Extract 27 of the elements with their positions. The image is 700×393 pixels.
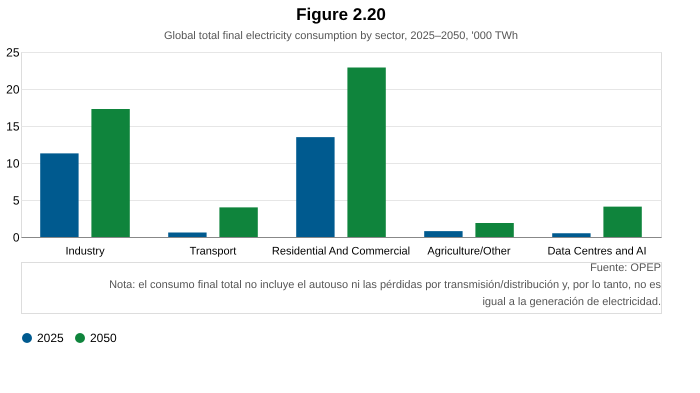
y-tick-label: 5 [12, 194, 20, 208]
bar [168, 232, 207, 237]
chart-subtitle: Global total final electricity consumption by sector, 2025–2050, '000 TWh [164, 30, 518, 42]
bar [296, 137, 335, 237]
bar [475, 222, 514, 237]
x-tick-label: Industry [65, 246, 106, 258]
x-tick-label: Transport [190, 246, 236, 258]
text: Nota: el consumo final total no incluye el autouso ni las pérdidas por transmisión/distribución y, por lo tanto, no es igual a la generación de electricidad. [109, 279, 662, 308]
x-tick-label: Agriculture/Other [427, 246, 511, 258]
bar [347, 68, 386, 237]
bar [603, 206, 642, 237]
bar [40, 153, 79, 237]
chart-title: Figure 2.20 [296, 5, 386, 24]
y-tick-label: 20 [6, 82, 20, 96]
y-tick-label: 10 [6, 156, 20, 170]
bar [219, 207, 258, 237]
x-tick-label: Residential And Commercial [272, 246, 410, 258]
y-tick-label: 15 [6, 120, 20, 134]
legend-label: 2050 [90, 331, 118, 345]
y-tick-label: 25 [6, 46, 20, 60]
bar [424, 231, 463, 237]
y-tick-label: 0 [12, 230, 20, 244]
bar [552, 233, 591, 237]
source-note: Fuente: OPEP [590, 262, 661, 274]
legend-label: 2025 [37, 331, 64, 345]
x-tick-label: Data Centres and AI [547, 246, 647, 258]
bar [91, 108, 130, 237]
